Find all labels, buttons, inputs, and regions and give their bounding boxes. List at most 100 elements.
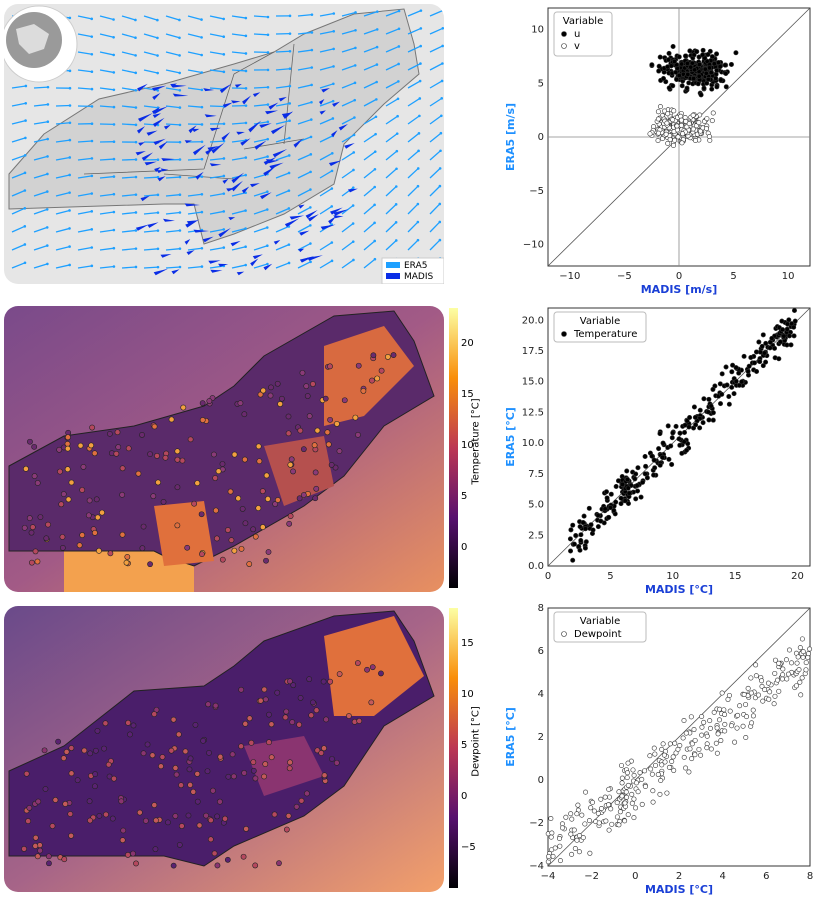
data-point-temperature xyxy=(658,463,662,467)
station-dot xyxy=(124,560,129,565)
x-tick-label: 10 xyxy=(666,571,679,582)
station-dot xyxy=(260,489,265,494)
data-point-dewpoint xyxy=(796,655,800,659)
data-point-temperature xyxy=(661,441,665,445)
era5-wind-arrowhead xyxy=(179,266,182,269)
station-dot xyxy=(127,732,132,737)
station-dot xyxy=(107,431,112,436)
station-dot xyxy=(175,523,180,528)
era5-wind-arrowhead xyxy=(331,260,334,263)
data-point-dewpoint xyxy=(617,823,621,827)
station-dot xyxy=(56,739,61,744)
data-point-dewpoint xyxy=(630,801,634,805)
era5-wind-arrowhead xyxy=(46,244,49,247)
data-point-dewpoint xyxy=(661,742,665,746)
temperature-colorbar-label: Temperature [°C] xyxy=(471,387,482,497)
station-dot xyxy=(278,401,283,406)
era5-wind-arrowhead xyxy=(373,186,376,189)
data-point-temperature xyxy=(582,514,586,518)
station-dot xyxy=(175,449,180,454)
data-point-temperature xyxy=(645,476,649,480)
data-point-dewpoint xyxy=(684,731,688,735)
data-point-dewpoint xyxy=(623,801,627,805)
station-dot xyxy=(90,425,95,430)
data-point-dewpoint xyxy=(708,726,712,730)
data-point-temperature xyxy=(619,496,623,500)
data-point-u xyxy=(697,74,701,78)
data-point-u xyxy=(689,65,693,69)
era5-wind-arrowhead xyxy=(178,19,181,22)
data-point-temperature xyxy=(778,340,782,344)
station-dot xyxy=(65,435,70,440)
station-dot xyxy=(305,393,310,398)
era5-wind-arrowhead xyxy=(353,134,356,137)
station-dot xyxy=(261,388,266,393)
data-point-u xyxy=(697,62,701,66)
station-dot xyxy=(240,506,245,511)
era5-wind-arrowhead xyxy=(201,193,204,196)
era5-wind-arrowhead xyxy=(68,156,71,159)
station-dot xyxy=(30,525,35,530)
station-dot xyxy=(95,515,100,520)
era5-wind-arrowhead xyxy=(24,102,27,105)
station-dot xyxy=(97,813,102,818)
data-point-dewpoint xyxy=(693,753,697,757)
era5-wind-arrowhead xyxy=(91,175,94,178)
era5-wind-arrowhead xyxy=(113,175,116,178)
data-point-temperature xyxy=(619,501,623,505)
era5-wind-arrowhead xyxy=(375,98,378,101)
station-dot xyxy=(120,492,125,497)
data-point-temperature xyxy=(718,382,722,386)
data-point-dewpoint xyxy=(682,718,686,722)
station-dot xyxy=(220,461,225,466)
data-point-dewpoint xyxy=(683,766,687,770)
data-point-u xyxy=(688,49,692,53)
era5-wind-arrowhead xyxy=(223,53,226,56)
station-dot xyxy=(155,480,160,485)
temperature-colorbar-tick: 5 xyxy=(461,491,467,502)
data-point-temperature xyxy=(643,464,647,468)
data-point-dewpoint xyxy=(795,661,799,665)
data-point-u xyxy=(729,62,733,66)
era5-wind-arrowhead xyxy=(222,210,225,213)
y-tick-label: 5 xyxy=(538,78,544,89)
station-dot xyxy=(111,776,116,781)
station-dot xyxy=(38,515,43,520)
data-point-temperature xyxy=(635,483,639,487)
station-dot xyxy=(206,750,211,755)
station-dot xyxy=(24,771,29,776)
era5-wind-arrowhead xyxy=(112,54,115,57)
data-point-dewpoint xyxy=(604,819,608,823)
wind-map-panel: ERA5 MADIS xyxy=(4,4,444,284)
era5-wind-arrowhead xyxy=(311,49,314,52)
data-point-dewpoint xyxy=(570,817,574,821)
era5-wind-arrowhead xyxy=(311,31,314,34)
one-to-one-line xyxy=(548,608,810,866)
station-dot xyxy=(201,738,206,743)
era5-wind-arrowhead xyxy=(266,244,269,247)
data-point-temperature xyxy=(792,334,796,338)
data-point-temperature xyxy=(623,499,627,503)
data-point-u xyxy=(677,55,681,59)
x-tick-label: 20 xyxy=(791,571,804,582)
y-tick-label: 0.0 xyxy=(528,561,544,572)
station-dot xyxy=(207,398,212,403)
era5-wind-arrowhead xyxy=(68,245,71,248)
data-point-dewpoint xyxy=(759,679,763,683)
station-dot xyxy=(33,835,38,840)
station-dot xyxy=(258,698,263,703)
station-dot xyxy=(323,396,328,401)
data-point-dewpoint xyxy=(632,797,636,801)
x-tick-label: 6 xyxy=(763,871,769,882)
station-dot xyxy=(32,473,37,478)
data-point-dewpoint xyxy=(660,747,664,751)
station-dot xyxy=(147,562,152,567)
data-point-temperature xyxy=(660,455,664,459)
era5-wind-arrowhead xyxy=(439,239,442,242)
era5-wind-arrowhead xyxy=(309,224,312,227)
era5-wind-arrowhead xyxy=(418,97,421,100)
station-dot xyxy=(319,750,324,755)
data-point-dewpoint xyxy=(689,756,693,760)
data-point-temperature xyxy=(787,334,791,338)
